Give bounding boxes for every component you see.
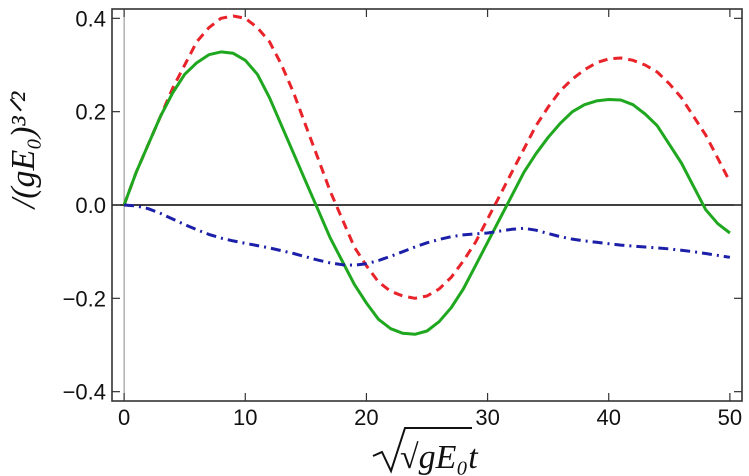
y-tick-label: 0.4 <box>75 6 106 31</box>
x-tick-label: 10 <box>233 405 257 430</box>
x-axis-title: √gE₀t <box>400 439 479 476</box>
series-line-red-dashed <box>122 14 732 300</box>
x-tick-label: 40 <box>596 405 620 430</box>
x-axis-sqrt-symbol <box>372 427 472 474</box>
x-axis: 0 10 20 30 40 50 <box>118 9 742 430</box>
x-axis-title-group: √gE₀t <box>372 427 479 476</box>
y-axis: −0.4 −0.2 0.0 0.2 0.4 <box>63 6 742 405</box>
x-tick-label: 20 <box>354 405 378 430</box>
series-line-blue-dashdot <box>123 203 731 267</box>
y-tick-label: −0.4 <box>63 380 106 405</box>
x-tick-label: 0 <box>118 405 130 430</box>
series-line-green-solid <box>122 50 731 336</box>
x-tick-label: 30 <box>475 405 499 430</box>
y-tick-label: −0.2 <box>63 286 106 311</box>
y-axis-title: /(gE₀)³ᐟ² <box>5 91 42 210</box>
series-layer <box>122 14 732 336</box>
y-tick-label: 0.0 <box>75 193 106 218</box>
y-tick-label: 0.2 <box>75 100 106 125</box>
x-tick-label: 50 <box>718 405 742 430</box>
